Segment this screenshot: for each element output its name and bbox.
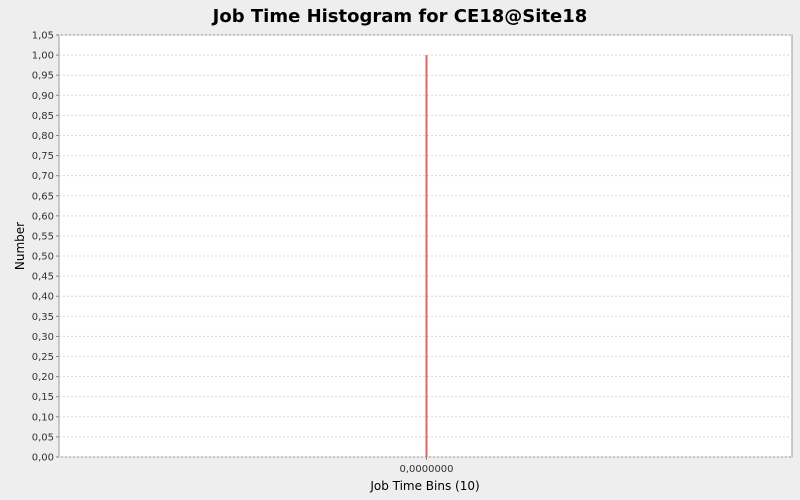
y-tick-label: 0,00 — [32, 453, 54, 464]
bars — [425, 55, 428, 457]
y-tick-label: 0,15 — [32, 392, 54, 403]
x-axis-label: Job Time Bins (10) — [369, 479, 479, 493]
y-tick-label: 0,40 — [32, 292, 54, 303]
histogram-bar — [425, 55, 428, 457]
y-tick-label: 0,65 — [32, 191, 54, 202]
y-tick-label: 1,00 — [32, 51, 54, 62]
y-tick-label: 0,25 — [32, 352, 54, 363]
y-tick-label: 0,75 — [32, 151, 54, 162]
y-tick-label: 0,35 — [32, 312, 54, 323]
y-axis-ticks: 0,00 0,05 0,10 0,15 0,20 0,25 0,30 0,35 0,40 0,45… — [32, 31, 59, 464]
chart-title: Job Time Histogram for CE18@Site18 — [212, 6, 588, 27]
x-tick-label: 0,0000000 — [399, 464, 453, 475]
y-tick-label: 0,60 — [32, 211, 54, 222]
y-axis-label: Number — [13, 222, 27, 270]
y-tick-label: 0,55 — [32, 231, 54, 242]
y-tick-label: 0,45 — [32, 272, 54, 283]
y-tick-label: 0,05 — [32, 432, 54, 443]
y-tick-label: 0,80 — [32, 131, 54, 142]
y-tick-label: 0,95 — [32, 71, 54, 82]
y-tick-label: 1,05 — [32, 31, 54, 42]
x-axis-ticks: 0,0000000 — [399, 457, 454, 475]
y-tick-label: 0,85 — [32, 111, 54, 122]
y-tick-label: 0,20 — [32, 372, 54, 383]
y-tick-label: 0,30 — [32, 332, 54, 343]
y-tick-label: 0,90 — [32, 91, 54, 102]
y-tick-label: 0,50 — [32, 252, 54, 263]
y-tick-label: 0,10 — [32, 412, 54, 423]
y-tick-label: 0,70 — [32, 171, 54, 182]
